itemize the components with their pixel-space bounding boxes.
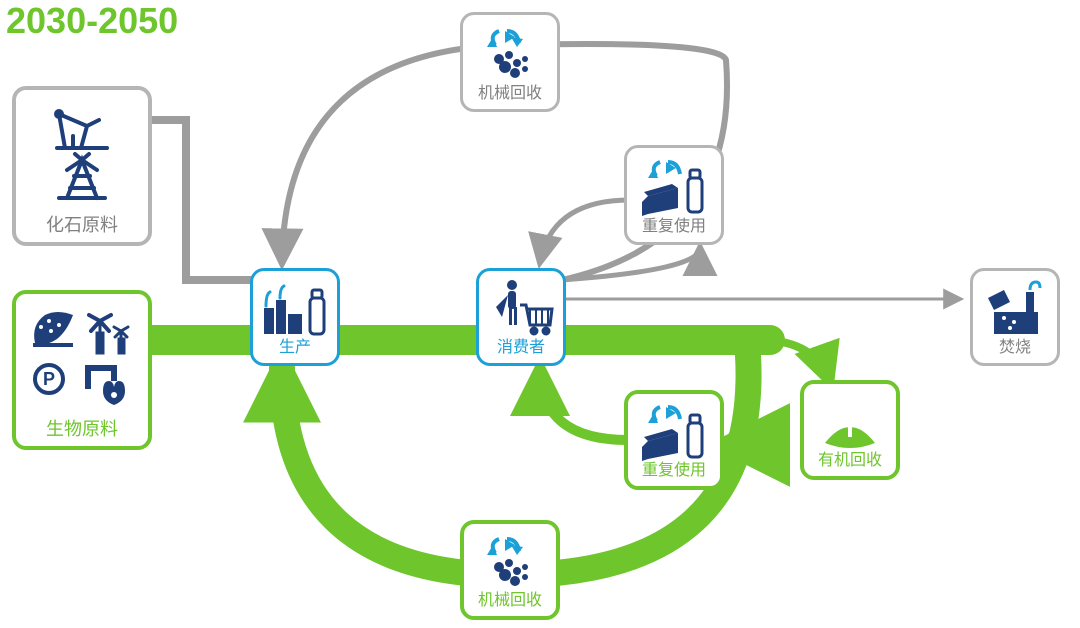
node-label: 生物原料 [46,420,118,440]
node-fossil: 化石原料 [12,86,152,246]
node-label: 生产 [279,339,311,357]
flow-green-to-organic [760,340,830,382]
reuse-icon [631,154,717,218]
flow-reuse-top-up [562,248,700,280]
node-label: 焚烧 [999,339,1031,357]
oil-tower-icon [20,96,144,216]
node-reuse-bottom: 重复使用 [624,390,724,490]
node-label: 消费者 [497,339,545,357]
node-label: 重复使用 [642,218,706,236]
node-organic-recycle: 有机回收 [800,380,900,480]
node-consumer: 消费者 [476,268,566,366]
consumer-cart-icon [483,277,559,339]
mech-recycle-icon [468,530,552,592]
bio-energy-icon: P [20,300,144,420]
mech-recycle-icon [467,21,553,85]
reuse-icon [632,400,716,462]
svg-text:P: P [43,369,55,389]
flow-green-down-reuse [723,340,748,445]
node-label: 化石原料 [46,216,118,236]
node-label: 机械回收 [478,592,542,610]
factory-icon [257,277,333,339]
node-production: 生产 [250,268,340,366]
flow-reuse-bot-to-cons [540,368,628,440]
node-label: 重复使用 [642,462,706,480]
incinerator-icon [977,277,1053,339]
node-incineration: 焚烧 [970,268,1060,366]
node-mech-recycle-bottom: 机械回收 [460,520,560,620]
node-reuse-top: 重复使用 [624,145,724,245]
node-label: 有机回收 [818,452,882,470]
title: 2030-2050 [6,0,178,42]
node-mech-recycle-top: 机械回收 [460,12,560,112]
node-label: 机械回收 [478,85,542,103]
flow-reuse-top-down [540,200,630,262]
flow-fossil-to-prod [150,120,252,280]
compost-icon [808,390,892,452]
node-bio: P 生物原料 [12,290,152,450]
